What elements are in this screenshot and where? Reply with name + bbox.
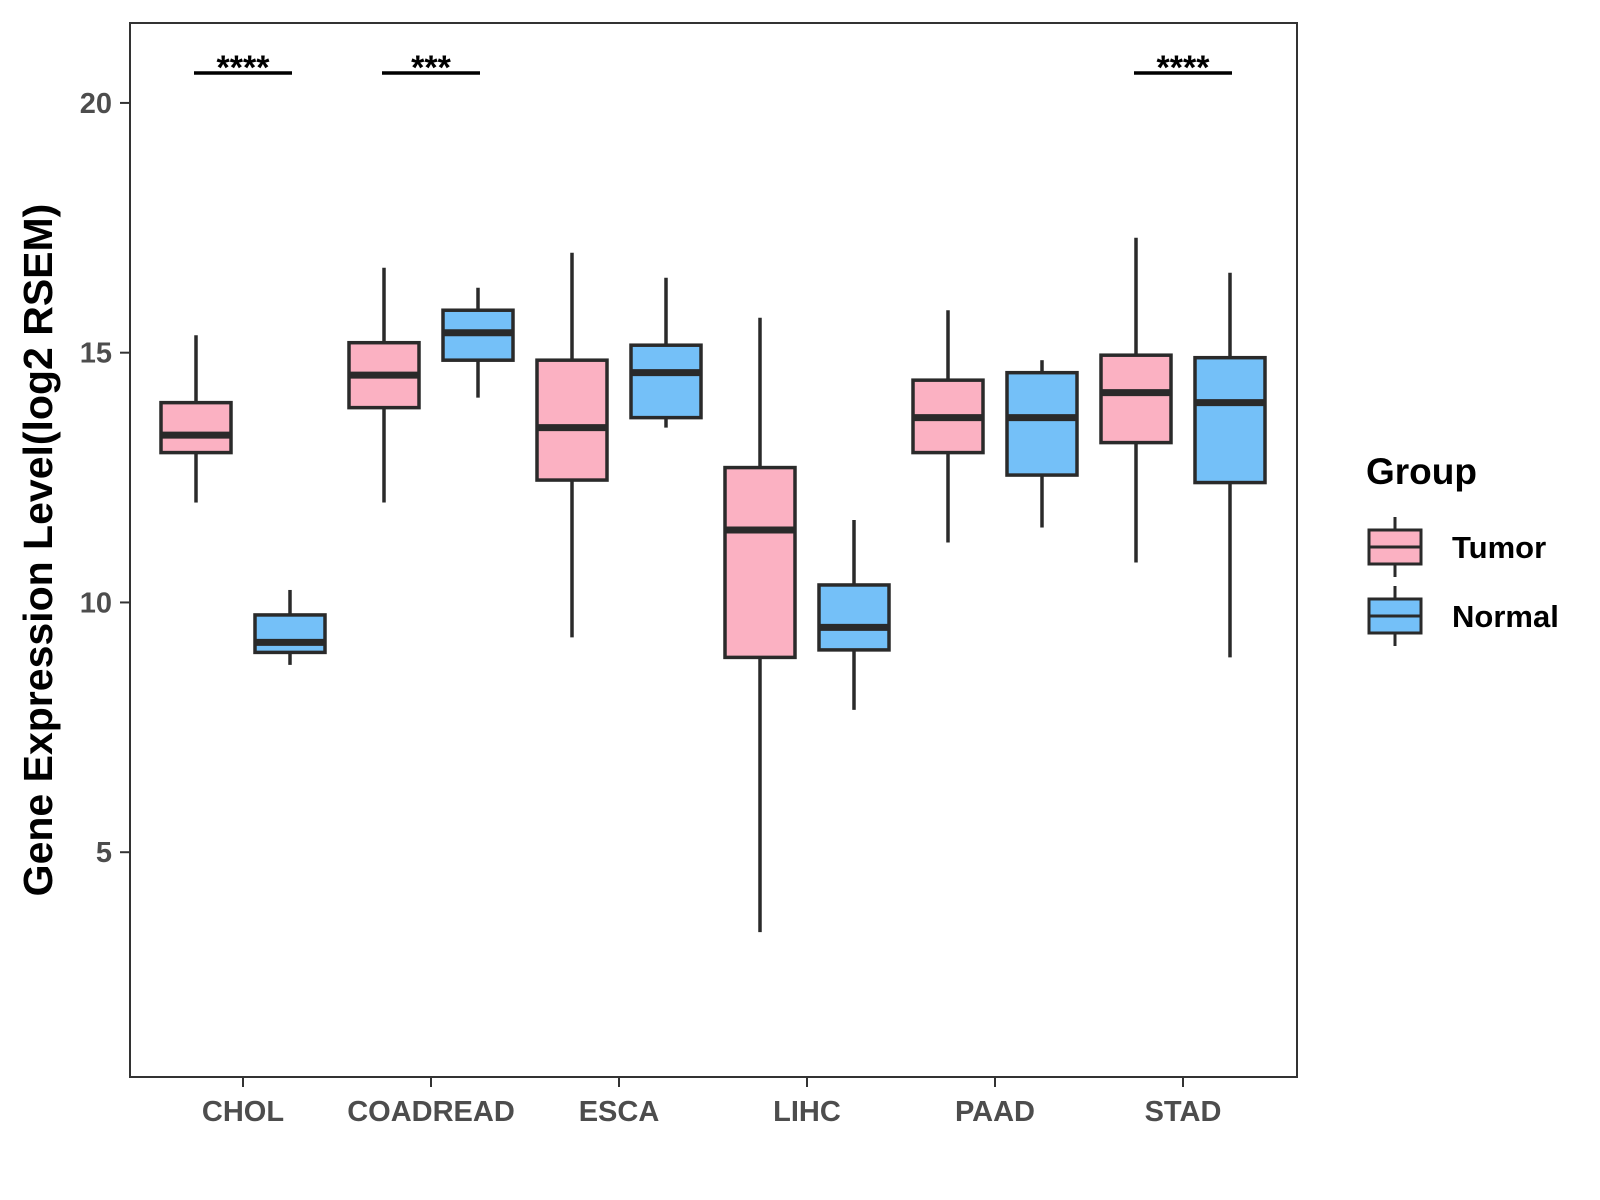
- x-tick-label: CHOL: [202, 1096, 284, 1128]
- box-normal-chol: [253, 589, 327, 665]
- box-iqr: [1193, 355, 1267, 485]
- box-normal-coadread: [441, 287, 515, 398]
- box-iqr: [253, 613, 327, 655]
- significance-annotations: **** *** ****: [194, 49, 1232, 87]
- box-iqr: [723, 465, 797, 660]
- plot-panel-border: [129, 22, 1298, 1078]
- legend: Group Tumor Normal: [1366, 451, 1559, 646]
- box-iqr: [817, 583, 891, 652]
- y-tick-label: 15: [80, 338, 112, 370]
- y-axis-title: Gene Expression Level(log2 RSEM): [15, 204, 61, 897]
- significance-label: ****: [217, 49, 271, 87]
- x-tick-label: LIHC: [773, 1096, 841, 1128]
- significance-label: ****: [1157, 49, 1211, 87]
- box-iqr: [1005, 370, 1079, 477]
- x-tick-label: ESCA: [579, 1096, 660, 1128]
- box-normal-lihc: [817, 520, 891, 710]
- box-tumor-paad: [911, 310, 985, 543]
- y-tick-label: 10: [80, 587, 112, 619]
- box-tumor-chol: [159, 335, 233, 503]
- box-normal-paad: [1005, 360, 1079, 528]
- box-tumor-lihc: [723, 317, 797, 933]
- box-iqr: [159, 400, 233, 455]
- box-iqr: [535, 358, 609, 482]
- significance-label: ***: [411, 49, 451, 87]
- y-tick-label: 5: [96, 837, 112, 869]
- x-tick-label: COADREAD: [347, 1096, 515, 1128]
- legend-title: Group: [1366, 451, 1477, 492]
- box-normal-stad: [1193, 272, 1267, 658]
- box-normal-esca: [629, 277, 703, 428]
- box-series: [159, 237, 1267, 933]
- legend-label-tumor: Tumor: [1452, 530, 1546, 565]
- legend-label-normal: Normal: [1452, 599, 1559, 634]
- y-tick-label: 20: [80, 88, 112, 120]
- x-tick-label: STAD: [1145, 1096, 1222, 1128]
- x-axis-ticks: CHOL COADREAD ESCA LIHC PAAD STAD: [202, 1077, 1221, 1128]
- box-tumor-stad: [1099, 237, 1173, 563]
- y-axis-ticks: 5 10 15 20: [80, 88, 130, 869]
- box-tumor-esca: [535, 252, 609, 638]
- box-iqr: [629, 343, 703, 420]
- box-iqr: [1099, 353, 1173, 445]
- box-tumor-coadread: [347, 267, 421, 503]
- x-tick-label: PAAD: [955, 1096, 1035, 1128]
